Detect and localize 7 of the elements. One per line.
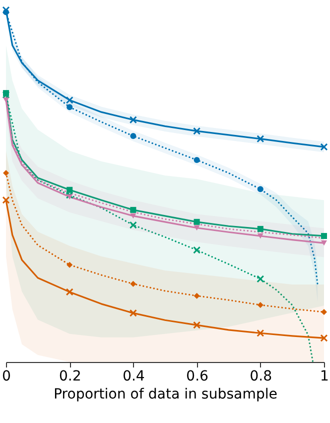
x-tick-label: 0.4 bbox=[122, 368, 145, 384]
x-tick-label: 0 bbox=[2, 368, 11, 384]
x-tick-label: 1 bbox=[320, 368, 329, 384]
x-axis-title: Proportion of data in subsample bbox=[54, 386, 278, 402]
x-tick-label: 0.2 bbox=[58, 368, 82, 384]
x-tick-label: 0.8 bbox=[250, 368, 272, 384]
x-tick-label: 0.6 bbox=[186, 368, 209, 384]
